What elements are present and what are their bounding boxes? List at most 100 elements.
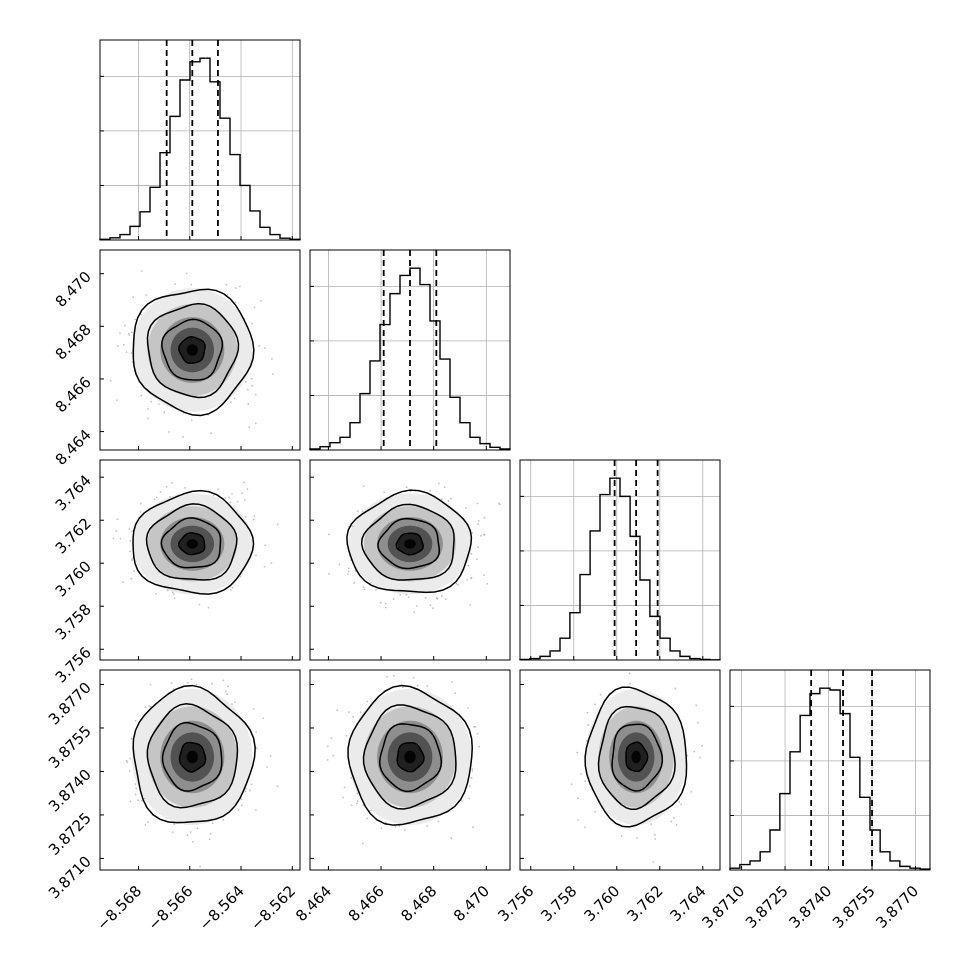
contour-line: [346, 489, 473, 594]
scatter-points: [125, 666, 279, 868]
scatter-point: [126, 761, 129, 764]
scatter-point: [129, 757, 132, 760]
scatter-point: [701, 744, 704, 747]
scatter-frame: [309, 459, 511, 661]
scatter-point: [350, 804, 353, 807]
scatter-point: [407, 596, 410, 599]
scatter-point: [328, 572, 331, 575]
scatter-point: [587, 724, 590, 726]
scatter-point: [383, 491, 386, 494]
scatter-point: [175, 666, 177, 668]
contour-line: [396, 741, 425, 773]
scatter-point: [251, 322, 253, 325]
scatter-point: [476, 558, 478, 561]
y-tick-label: 3.760: [52, 557, 95, 600]
contour-line: [145, 503, 238, 581]
contour-line: [360, 503, 455, 581]
scatter-point: [124, 324, 126, 327]
scatter-point: [147, 417, 150, 420]
scatter-point: [471, 531, 474, 534]
scatter-point: [148, 705, 150, 707]
scatter-point: [380, 827, 383, 830]
x-tick-label: 3.758: [537, 882, 580, 925]
scatter-point: [147, 821, 149, 823]
scatter-point: [342, 796, 344, 799]
scatter-point: [173, 823, 176, 826]
density-fill: [186, 344, 198, 356]
scatter-point: [477, 523, 480, 526]
scatter-point: [474, 725, 477, 728]
contour-line: [584, 686, 688, 828]
scatter-panel-2-3: [520, 670, 704, 870]
scatter-point: [190, 678, 193, 681]
scatter-point: [252, 518, 255, 521]
scatter-point: [412, 676, 415, 679]
y-tick-label: 3.756: [52, 643, 95, 686]
scatter-point: [628, 672, 631, 675]
y-tick-label: 3.8755: [45, 722, 95, 772]
scatter-point: [343, 786, 346, 789]
scatter-point: [471, 768, 474, 770]
scatter-point: [473, 725, 475, 728]
scatter-point: [229, 501, 232, 504]
scatter-point: [207, 606, 210, 609]
scatter-point: [670, 820, 673, 823]
scatter-point: [234, 301, 237, 304]
scatter-point: [356, 800, 359, 803]
scatter-point: [457, 583, 460, 586]
scatter-point: [366, 700, 369, 703]
scatter-point: [255, 731, 258, 733]
scatter-point: [426, 684, 429, 687]
scatter-point: [244, 515, 247, 518]
scatter-point: [256, 747, 258, 750]
scatter-point: [116, 518, 119, 521]
scatter-point: [429, 604, 432, 607]
scatter-point: [450, 497, 452, 500]
scatter-point: [166, 589, 169, 592]
scatter-point: [165, 485, 168, 488]
scatter-point: [173, 593, 175, 596]
scatter-point: [140, 394, 143, 397]
scatter-point: [468, 785, 471, 788]
scatter-point: [140, 270, 143, 272]
scatter-point: [130, 331, 133, 334]
hist-frame: [309, 249, 511, 451]
scatter-point: [326, 745, 329, 748]
scatter-point: [252, 707, 255, 710]
scatter-point: [245, 787, 247, 790]
scatter-point: [576, 751, 579, 754]
scatter-point: [155, 592, 157, 595]
scatter-point: [469, 604, 472, 606]
scatter-point: [158, 403, 160, 406]
hist-step-line: [99, 57, 301, 240]
scatter-point: [224, 497, 227, 499]
contour-line: [395, 532, 424, 556]
scatter-point: [222, 679, 225, 682]
scatter-point: [347, 567, 350, 570]
scatter-point: [594, 703, 596, 706]
scatter-point: [209, 833, 212, 835]
scatter-point: [186, 681, 189, 684]
scatter-point: [437, 820, 440, 823]
scatter-point: [345, 734, 348, 737]
y-tick-label: 8.466: [52, 373, 95, 416]
scatter-point: [246, 388, 249, 391]
scatter-point: [189, 831, 192, 833]
scatter-point: [239, 575, 242, 578]
scatter-point: [171, 482, 173, 484]
scatter-point: [145, 294, 148, 296]
y-tick-label: 8.468: [52, 320, 95, 363]
contour-line: [132, 684, 256, 824]
contour-line: [177, 532, 206, 556]
hist-step-line: [729, 687, 931, 870]
scatter-point: [693, 750, 696, 753]
scatter-point: [130, 352, 133, 354]
scatter-point: [443, 486, 446, 489]
scatter-point: [375, 588, 378, 591]
scatter-point: [199, 865, 201, 868]
scatter-point: [498, 503, 501, 506]
scatter-point: [250, 783, 253, 786]
scatter-points: [570, 670, 704, 863]
scatter-point: [426, 825, 429, 828]
scatter-point: [253, 515, 256, 518]
